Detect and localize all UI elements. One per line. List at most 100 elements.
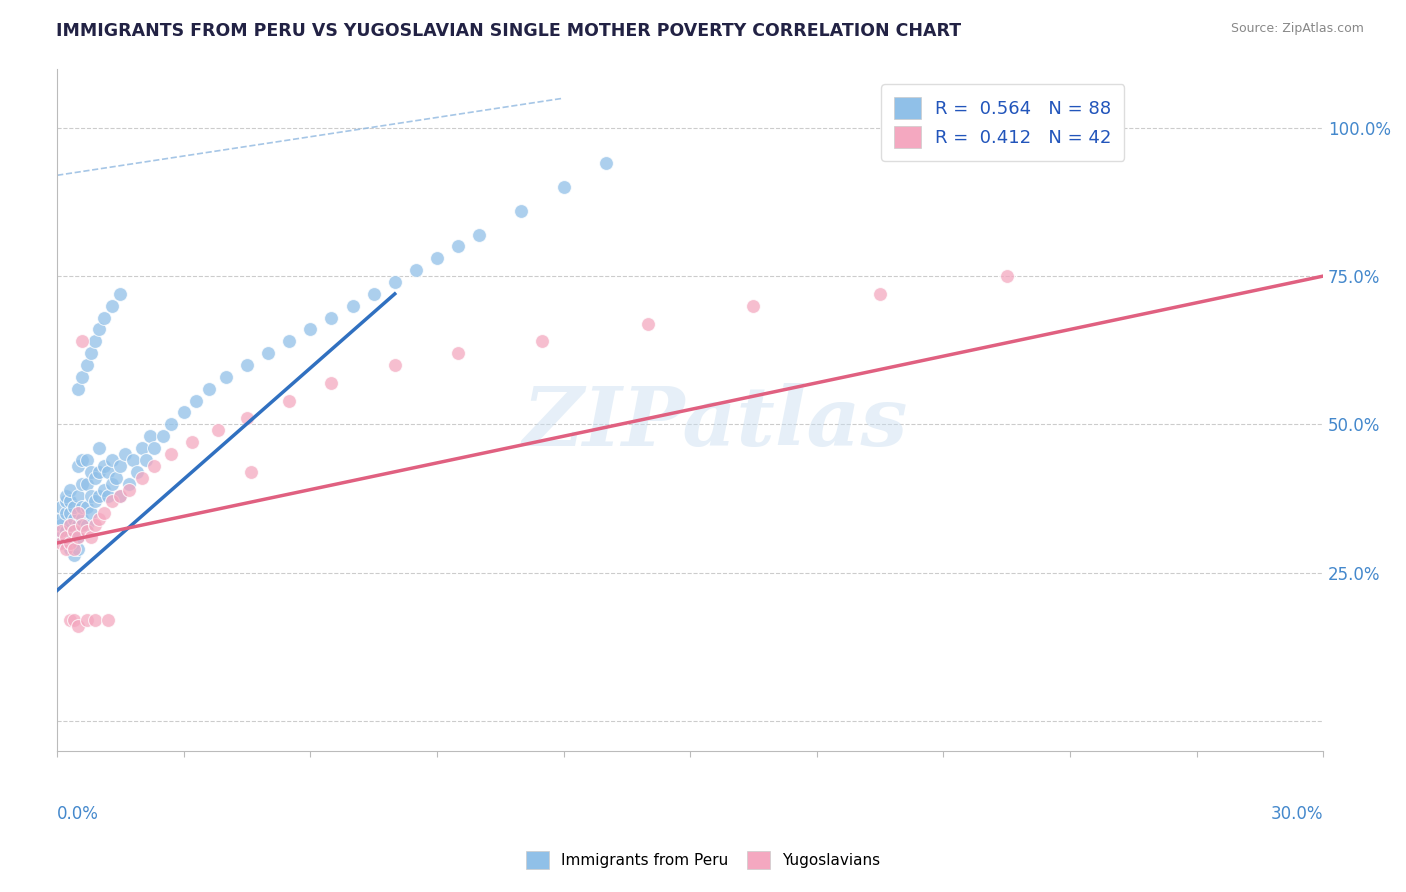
Point bbox=[67, 518, 90, 533]
Point bbox=[637, 317, 659, 331]
Point bbox=[110, 286, 132, 301]
Point bbox=[127, 465, 149, 479]
Point bbox=[118, 476, 141, 491]
Point bbox=[89, 512, 111, 526]
Point bbox=[869, 286, 891, 301]
Text: 0.0%: 0.0% bbox=[58, 805, 98, 823]
Point bbox=[468, 227, 491, 242]
Point bbox=[63, 512, 86, 526]
Point bbox=[51, 518, 73, 533]
Point bbox=[447, 346, 470, 360]
Point bbox=[139, 429, 162, 443]
Point bbox=[97, 489, 120, 503]
Point bbox=[72, 500, 94, 515]
Point bbox=[72, 512, 94, 526]
Point bbox=[186, 393, 208, 408]
Point bbox=[89, 322, 111, 336]
Point bbox=[63, 613, 86, 627]
Point bbox=[84, 334, 107, 349]
Text: 30.0%: 30.0% bbox=[1271, 805, 1323, 823]
Point bbox=[93, 458, 115, 473]
Point bbox=[76, 453, 98, 467]
Point bbox=[181, 435, 204, 450]
Text: ZIPatlas: ZIPatlas bbox=[523, 384, 908, 463]
Legend: R =  0.564   N = 88, R =  0.412   N = 42: R = 0.564 N = 88, R = 0.412 N = 42 bbox=[882, 85, 1125, 161]
Point bbox=[55, 536, 77, 550]
Point bbox=[80, 489, 103, 503]
Point bbox=[405, 263, 427, 277]
Point bbox=[84, 518, 107, 533]
Point bbox=[321, 310, 343, 325]
Point bbox=[101, 299, 124, 313]
Point bbox=[59, 530, 82, 544]
Point bbox=[447, 239, 470, 253]
Point bbox=[51, 536, 73, 550]
Point bbox=[59, 541, 82, 556]
Point bbox=[84, 494, 107, 508]
Point bbox=[59, 536, 82, 550]
Point bbox=[67, 530, 90, 544]
Point bbox=[101, 494, 124, 508]
Point bbox=[63, 541, 86, 556]
Point bbox=[135, 453, 157, 467]
Point bbox=[63, 500, 86, 515]
Point bbox=[51, 500, 73, 515]
Point bbox=[63, 548, 86, 562]
Point bbox=[63, 536, 86, 550]
Point bbox=[131, 471, 153, 485]
Point bbox=[122, 453, 145, 467]
Point bbox=[89, 465, 111, 479]
Point bbox=[80, 465, 103, 479]
Point bbox=[143, 441, 166, 455]
Point bbox=[59, 518, 82, 533]
Point bbox=[67, 506, 90, 520]
Point bbox=[207, 423, 229, 437]
Point bbox=[59, 613, 82, 627]
Point bbox=[55, 530, 77, 544]
Point bbox=[80, 530, 103, 544]
Point bbox=[215, 370, 238, 384]
Point bbox=[51, 530, 73, 544]
Point bbox=[321, 376, 343, 390]
Point bbox=[236, 358, 259, 372]
Point bbox=[55, 494, 77, 508]
Point bbox=[72, 370, 94, 384]
Point bbox=[55, 489, 77, 503]
Point bbox=[76, 518, 98, 533]
Point bbox=[384, 358, 406, 372]
Point bbox=[118, 483, 141, 497]
Point bbox=[59, 506, 82, 520]
Point bbox=[278, 393, 301, 408]
Point bbox=[67, 530, 90, 544]
Point bbox=[198, 382, 221, 396]
Point bbox=[67, 382, 90, 396]
Point bbox=[72, 518, 94, 533]
Point bbox=[110, 489, 132, 503]
Point bbox=[55, 506, 77, 520]
Point bbox=[76, 358, 98, 372]
Point bbox=[110, 489, 132, 503]
Point bbox=[299, 322, 322, 336]
Point bbox=[59, 483, 82, 497]
Point bbox=[89, 441, 111, 455]
Point bbox=[72, 334, 94, 349]
Point bbox=[80, 346, 103, 360]
Point bbox=[257, 346, 280, 360]
Point bbox=[342, 299, 364, 313]
Point bbox=[55, 524, 77, 538]
Point bbox=[76, 500, 98, 515]
Point bbox=[59, 518, 82, 533]
Point bbox=[384, 275, 406, 289]
Point bbox=[67, 489, 90, 503]
Point bbox=[59, 494, 82, 508]
Text: IMMIGRANTS FROM PERU VS YUGOSLAVIAN SINGLE MOTHER POVERTY CORRELATION CHART: IMMIGRANTS FROM PERU VS YUGOSLAVIAN SING… bbox=[56, 22, 962, 40]
Point bbox=[67, 458, 90, 473]
Point bbox=[93, 506, 115, 520]
Point bbox=[236, 411, 259, 425]
Point bbox=[742, 299, 765, 313]
Point bbox=[84, 613, 107, 627]
Point bbox=[143, 458, 166, 473]
Point bbox=[114, 447, 136, 461]
Point bbox=[173, 405, 195, 419]
Point bbox=[101, 476, 124, 491]
